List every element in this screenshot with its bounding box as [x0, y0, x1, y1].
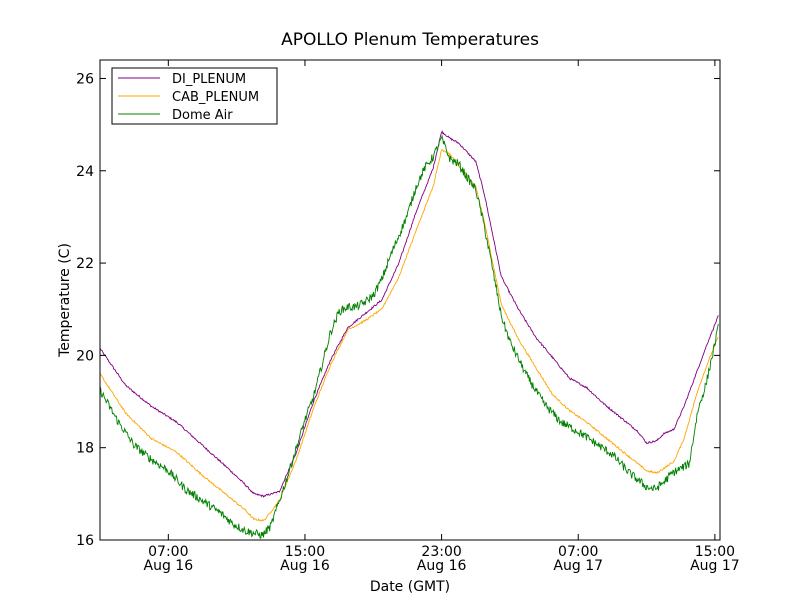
y-tick-label: 24 — [76, 164, 94, 180]
series-line-dome-air — [99, 134, 719, 539]
y-tick-label: 22 — [76, 256, 94, 272]
x-tick-label-time: 23:00 — [421, 544, 461, 560]
x-tick-label-time: 07:00 — [148, 544, 188, 560]
x-tick-label-date: Aug 16 — [417, 558, 467, 574]
series-line-cab-plenum — [99, 149, 719, 522]
legend-label: DI_PLENUM — [172, 72, 246, 87]
y-axis-label: Temperature (C) — [57, 243, 73, 358]
chart-title: APOLLO Plenum Temperatures — [281, 30, 539, 50]
x-tick-label-time: 15:00 — [285, 544, 325, 560]
x-axis-label: Date (GMT) — [370, 579, 450, 595]
x-tick-label-date: Aug 17 — [690, 558, 740, 574]
legend: DI_PLENUM CAB_PLENUM Dome Air — [111, 67, 278, 125]
x-tick-label-time: 15:00 — [695, 544, 735, 560]
x-tick-label-date: Aug 16 — [280, 558, 330, 574]
plot-frame — [99, 59, 721, 541]
legend-label: Dome Air — [172, 108, 233, 123]
y-tick-label: 18 — [76, 441, 94, 457]
y-tick-label: 20 — [76, 348, 94, 364]
series-line-di-plenum — [99, 129, 719, 498]
plot-lines — [99, 129, 719, 539]
y-tick-label: 26 — [76, 71, 94, 87]
y-tick-label: 16 — [76, 533, 94, 549]
x-tick-label-date: Aug 16 — [144, 558, 194, 574]
legend-label: CAB_PLENUM — [172, 90, 259, 105]
x-tick-label-time: 07:00 — [558, 544, 598, 560]
x-tick-label-date: Aug 17 — [553, 558, 603, 574]
